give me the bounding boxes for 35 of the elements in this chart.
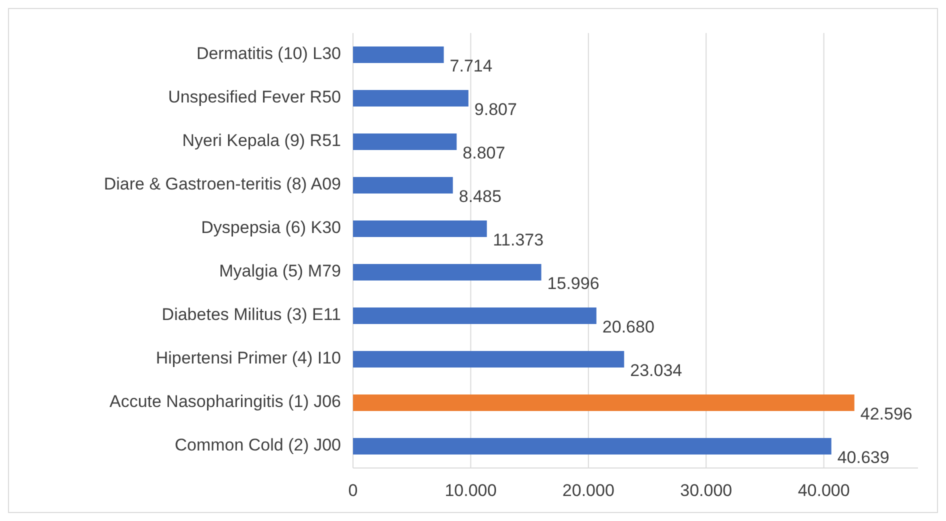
bar [353, 350, 624, 368]
x-tick-label: 10.000 [444, 481, 497, 500]
data-label: 23.034 [630, 361, 682, 380]
x-tick-label: 0 [348, 481, 358, 500]
data-label: 20.680 [602, 318, 654, 336]
x-tick-label: 30.000 [680, 481, 732, 500]
y-tick-label: Dermatitis (10) L30 [196, 44, 341, 64]
data-label: 8.485 [458, 187, 502, 206]
bar [353, 220, 487, 238]
bar [353, 438, 832, 455]
bar [353, 176, 453, 194]
x-tick-label: 20.000 [562, 481, 614, 500]
data-label: 11.373 [492, 230, 544, 250]
bar [353, 307, 596, 324]
y-tick-label: Common Cold (2) J00 [174, 436, 341, 455]
bar [353, 394, 854, 412]
y-tick-label: Myalgia (5) M79 [219, 262, 341, 281]
data-label: 8.807 [462, 144, 506, 162]
y-tick-label: Nyeri Kepala (9) R51 [182, 131, 341, 150]
y-tick-label: Hipertensi Primer (4) I10 [156, 348, 341, 368]
y-tick-label: Dyspepsia (6) K30 [201, 218, 341, 238]
bar [353, 133, 457, 150]
y-tick-label: Unspesified Fever R50 [168, 88, 341, 107]
x-tick-label: 40.000 [798, 481, 850, 500]
data-label: 9.807 [474, 100, 517, 119]
y-tick-label: Accute Nasopharingitis (1) J06 [109, 392, 341, 412]
data-label: 40.639 [837, 448, 890, 467]
bar [353, 90, 468, 107]
y-tick-label: Diabetes Militus (3) E11 [162, 305, 341, 324]
data-label: 7.714 [450, 56, 492, 76]
bar [353, 46, 444, 64]
data-label: 15.996 [547, 274, 600, 293]
bar [353, 264, 542, 281]
data-label: 42.596 [860, 404, 912, 424]
y-tick-label: Diare & Gastroen-teritis (8) A09 [104, 174, 341, 194]
